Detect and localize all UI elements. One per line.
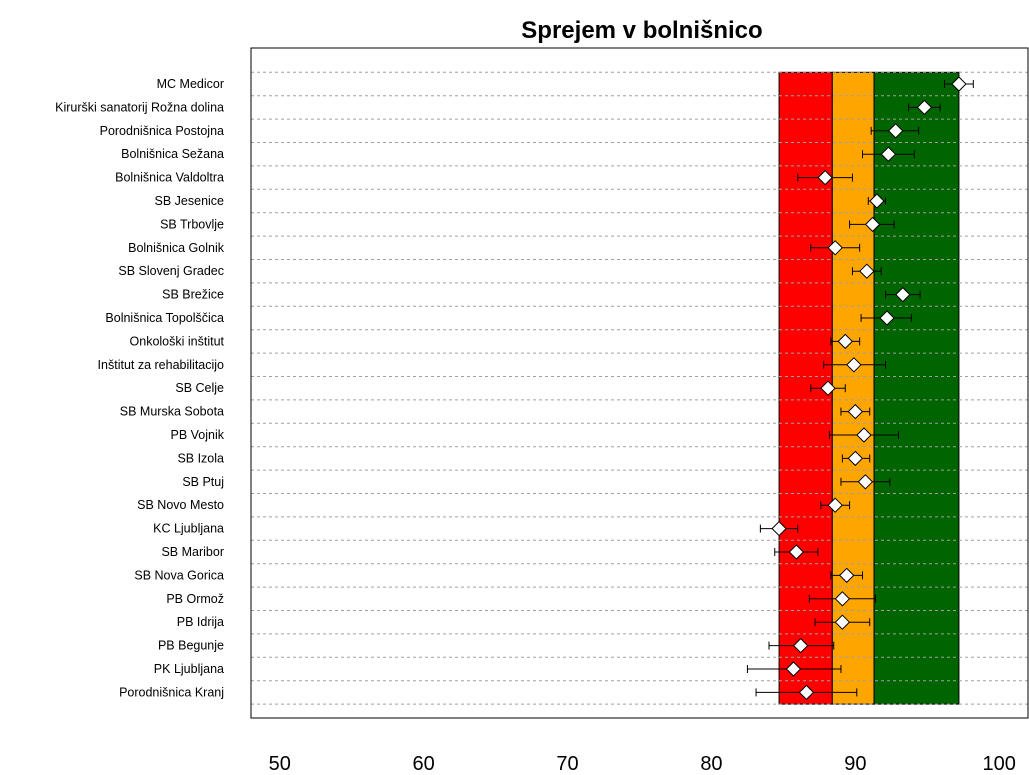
data-point bbox=[895, 286, 911, 303]
category-label: Bolnišnica Valdoltra bbox=[115, 171, 224, 185]
category-label: Bolnišnica Golnik bbox=[128, 241, 225, 255]
category-label: Onkološki inštitut bbox=[130, 334, 225, 348]
data-point bbox=[916, 99, 933, 116]
data-point bbox=[846, 357, 862, 373]
category-label: SB Brežice bbox=[162, 288, 224, 302]
category-label: Bolnišnica Sežana bbox=[121, 147, 224, 161]
category-label: PB Idrija bbox=[177, 615, 224, 629]
data-point bbox=[856, 427, 872, 443]
category-label: SB Maribor bbox=[161, 545, 224, 559]
x-tick-label: 80 bbox=[700, 753, 722, 775]
x-tick-label: 100 bbox=[983, 753, 1016, 775]
data-point bbox=[859, 263, 875, 279]
category-label: PB Vojnik bbox=[170, 428, 224, 442]
data-point bbox=[827, 497, 843, 513]
category-label: SB Trbovlje bbox=[160, 217, 224, 231]
category-label: SB Slovenj Gradec bbox=[118, 264, 224, 278]
category-label: SB Novo Mesto bbox=[137, 498, 224, 512]
category-label: PB Ormož bbox=[166, 592, 224, 606]
data-point bbox=[834, 614, 851, 630]
data-point bbox=[879, 310, 895, 326]
category-label: MC Medicor bbox=[157, 77, 224, 91]
data-point bbox=[857, 474, 874, 490]
category-label: PB Begunje bbox=[158, 639, 224, 653]
x-tick-label: 50 bbox=[269, 753, 291, 775]
category-label: Bolnišnica Topolščica bbox=[105, 311, 224, 325]
category-label: SB Celje bbox=[175, 381, 224, 395]
category-label: Inštitut za rehabilitacijo bbox=[98, 358, 225, 372]
data-point bbox=[827, 240, 843, 256]
data-point bbox=[785, 661, 802, 677]
data-point bbox=[869, 193, 885, 209]
data-point bbox=[838, 567, 855, 584]
data-point bbox=[864, 216, 881, 233]
x-axis: 50 60 70 80 90 100 bbox=[269, 753, 1016, 775]
category-label: Porodnišnica Postojna bbox=[100, 124, 224, 138]
data-point bbox=[817, 169, 833, 186]
markers bbox=[771, 76, 967, 701]
category-label: SB Izola bbox=[177, 451, 224, 465]
data-point bbox=[951, 76, 967, 92]
category-label: Porodnišnica Kranj bbox=[119, 685, 224, 699]
data-point bbox=[847, 403, 864, 420]
data-point bbox=[887, 123, 904, 139]
data-point bbox=[847, 450, 864, 467]
data-point bbox=[792, 637, 809, 654]
plot-frame bbox=[250, 47, 1029, 719]
data-point bbox=[820, 380, 836, 396]
data-point bbox=[837, 333, 853, 350]
data-point bbox=[771, 520, 787, 537]
x-tick-label: 90 bbox=[844, 753, 866, 775]
x-tick-label: 60 bbox=[413, 753, 435, 775]
category-label: SB Murska Sobota bbox=[120, 405, 224, 419]
data-point bbox=[798, 684, 815, 701]
chart-title: Sprejem v bolnišnico bbox=[521, 17, 762, 44]
category-label: PK Ljubljana bbox=[154, 662, 224, 676]
data-point bbox=[788, 544, 805, 560]
category-label: KC Ljubljana bbox=[153, 522, 224, 536]
data-point bbox=[834, 591, 851, 607]
category-label: Kirurški sanatorij Rožna dolina bbox=[55, 100, 224, 114]
bands bbox=[778, 71, 960, 705]
category-label: SB Jesenice bbox=[155, 194, 225, 208]
data-point bbox=[880, 146, 897, 162]
band-2 bbox=[873, 71, 960, 705]
x-tick-label: 70 bbox=[556, 753, 578, 775]
category-label: SB Nova Gorica bbox=[134, 568, 224, 582]
category-labels: MC Medicor Kirurški sanatorij Rožna dolin… bbox=[55, 77, 225, 699]
category-label: SB Ptuj bbox=[182, 475, 224, 489]
